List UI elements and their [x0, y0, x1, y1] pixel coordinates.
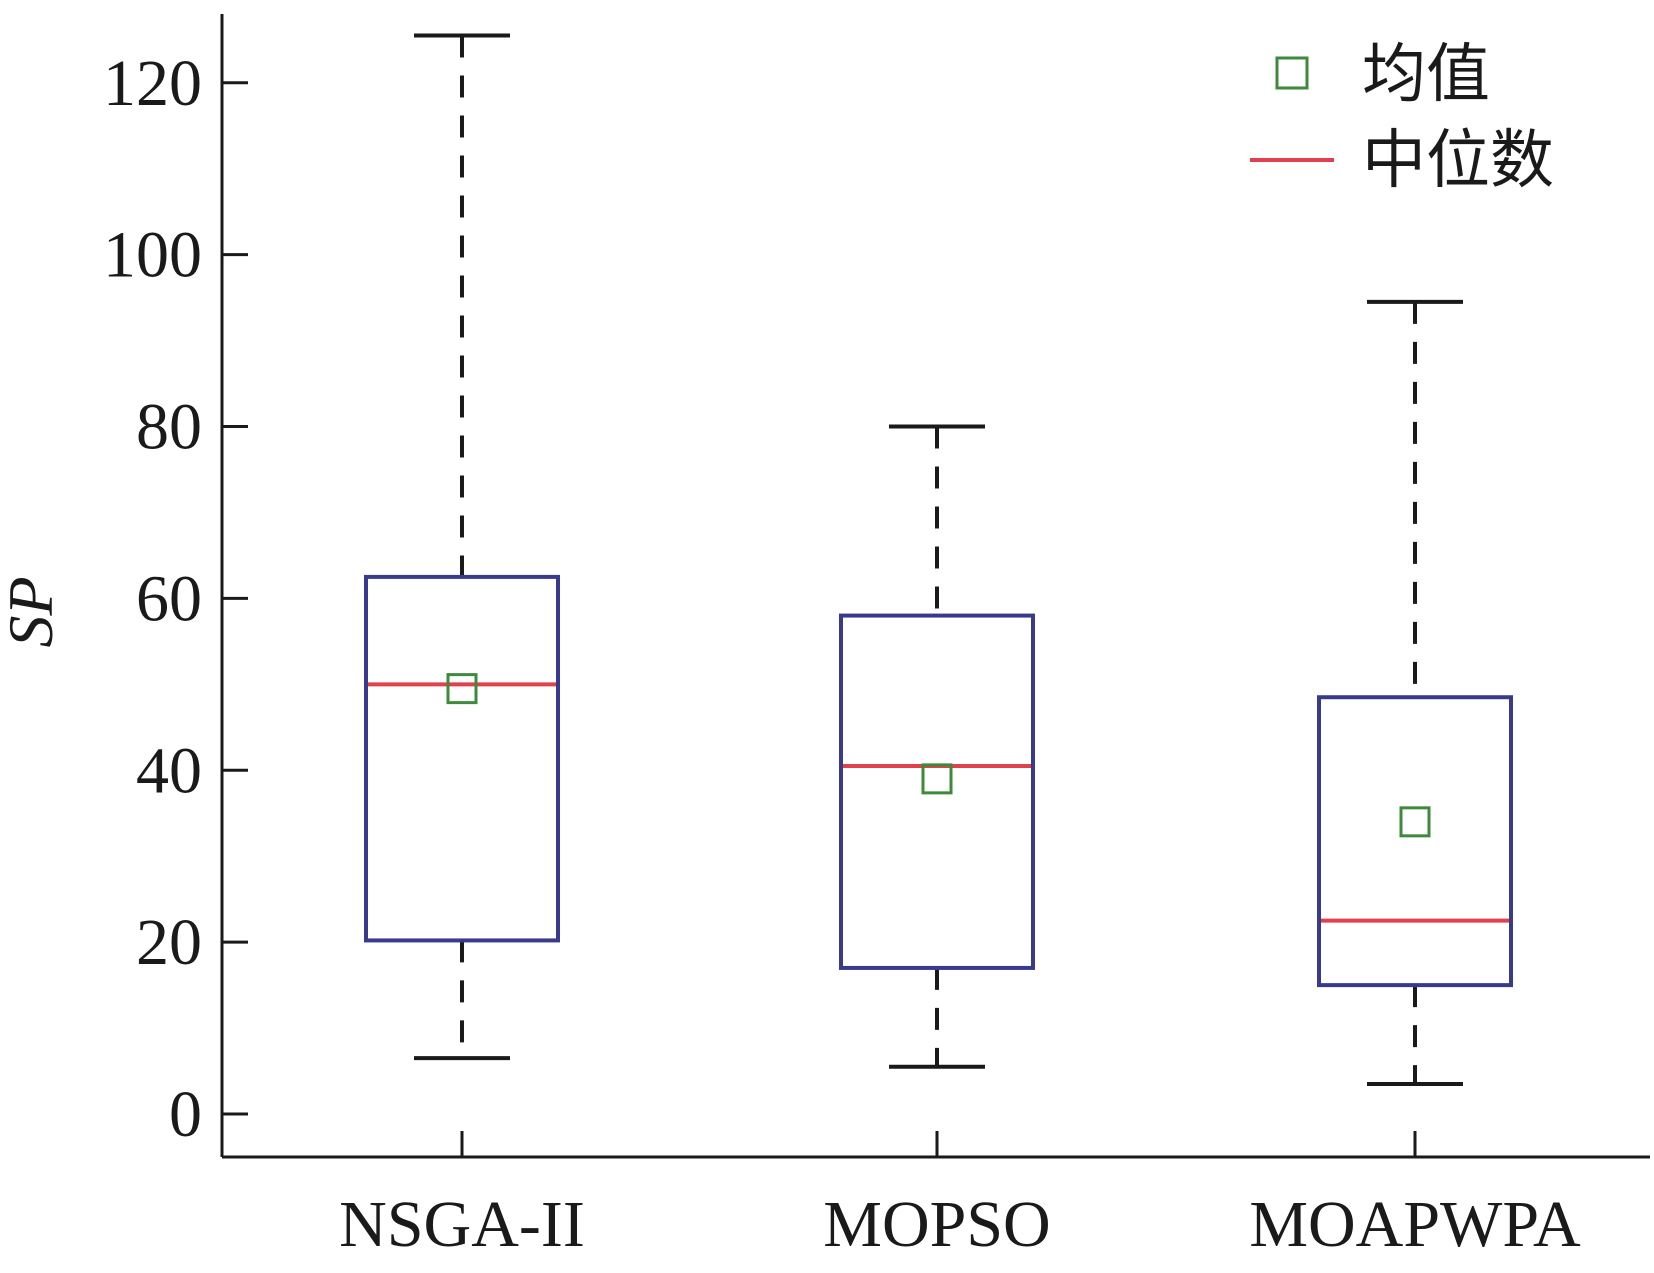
- x-tick-label: MOAPWPA: [1249, 1188, 1581, 1261]
- mean-marker: [1399, 806, 1431, 838]
- y-tick-label: 60: [136, 562, 202, 635]
- x-tick-label: MOPSO: [823, 1188, 1050, 1261]
- y-tick-label: 20: [136, 906, 202, 979]
- y-tick-label: 120: [103, 47, 202, 120]
- mean-marker: [921, 763, 953, 795]
- boxes: [364, 33, 1513, 1086]
- y-tick-label: 40: [136, 734, 202, 807]
- legend-label: 均值: [1362, 38, 1490, 112]
- mean-marker: [446, 673, 478, 705]
- y-tick-label: 0: [169, 1078, 202, 1151]
- iqr-box: [1317, 695, 1513, 988]
- iqr-box: [364, 574, 560, 943]
- x-tick-label: NSGA-II: [339, 1188, 585, 1261]
- y-axis-label: SP: [0, 576, 66, 647]
- y-tick-label: 100: [103, 219, 202, 292]
- y-tick-label: 80: [136, 391, 202, 464]
- box-group: [1317, 299, 1513, 1086]
- box-group: [839, 424, 1035, 1069]
- legend-mean-marker: [1275, 56, 1309, 90]
- legend-label: 中位数: [1362, 124, 1554, 198]
- axes: 0 20 40 60 80 100 120 NSGA-II MOPSO MOAPWPA: [103, 14, 1650, 1261]
- box-group: [364, 33, 560, 1061]
